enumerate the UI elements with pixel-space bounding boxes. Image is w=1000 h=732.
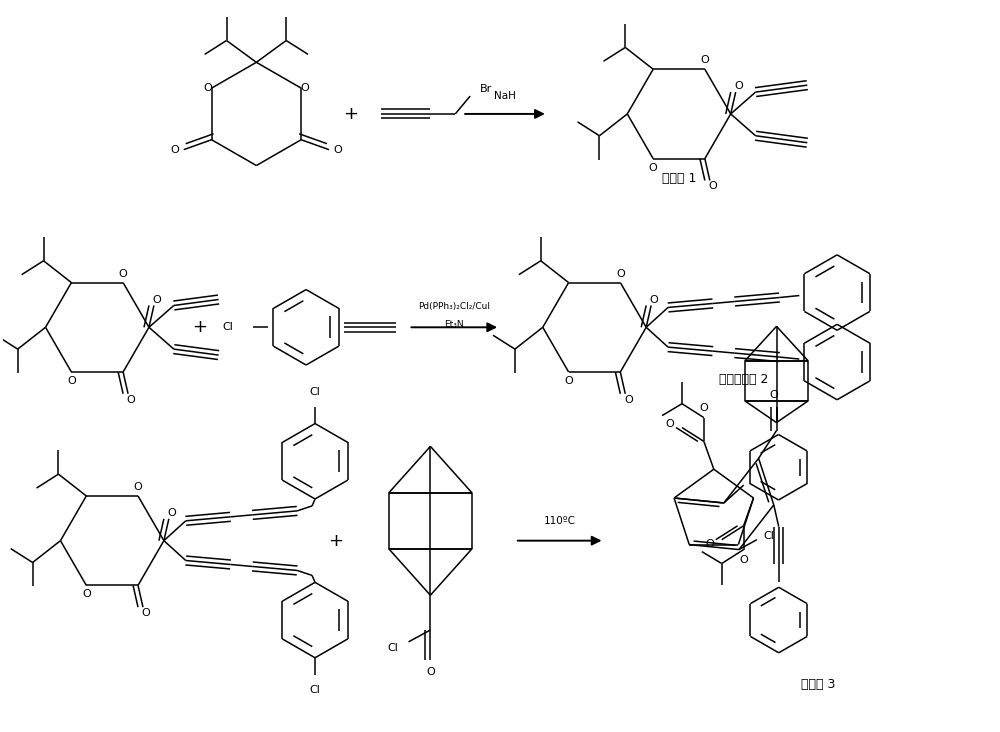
- Text: O: O: [699, 403, 708, 413]
- Text: 化合物 1: 化合物 1: [662, 172, 696, 185]
- Text: O: O: [142, 608, 150, 618]
- Text: O: O: [127, 395, 135, 405]
- Text: O: O: [624, 395, 633, 405]
- Text: O: O: [301, 83, 309, 93]
- Text: O: O: [119, 269, 127, 279]
- Text: Br: Br: [480, 84, 492, 94]
- Text: O: O: [708, 182, 717, 191]
- Text: O: O: [82, 589, 91, 600]
- Text: O: O: [769, 390, 778, 400]
- Text: O: O: [167, 508, 176, 518]
- Text: O: O: [739, 555, 748, 564]
- Text: O: O: [700, 56, 709, 65]
- Text: Cl: Cl: [310, 684, 320, 695]
- Text: O: O: [426, 667, 435, 676]
- Text: Et₃N: Et₃N: [444, 320, 464, 329]
- Text: NaH: NaH: [494, 91, 516, 101]
- Text: O: O: [705, 539, 714, 549]
- Text: Cl: Cl: [222, 322, 233, 332]
- Text: O: O: [650, 294, 659, 305]
- Text: O: O: [616, 269, 625, 279]
- Text: +: +: [328, 531, 343, 550]
- Text: +: +: [192, 318, 207, 336]
- Text: Cl: Cl: [763, 531, 774, 541]
- Text: O: O: [134, 482, 142, 492]
- Text: Cl: Cl: [387, 643, 398, 653]
- Text: +: +: [343, 105, 358, 123]
- Text: 前提化合物 2: 前提化合物 2: [719, 373, 768, 386]
- Text: O: O: [666, 419, 674, 428]
- Text: Pd(PPh₃)₂Cl₂/CuI: Pd(PPh₃)₂Cl₂/CuI: [418, 302, 490, 311]
- Text: O: O: [564, 376, 573, 386]
- Text: O: O: [203, 83, 212, 93]
- Text: 化合物 3: 化合物 3: [801, 678, 835, 691]
- Text: Cl: Cl: [310, 386, 320, 397]
- Text: O: O: [649, 163, 658, 173]
- Text: O: O: [170, 145, 179, 154]
- Text: O: O: [67, 376, 76, 386]
- Text: O: O: [153, 294, 161, 305]
- Text: 110ºC: 110ºC: [544, 516, 576, 526]
- Text: O: O: [734, 81, 743, 92]
- Text: O: O: [334, 145, 342, 154]
